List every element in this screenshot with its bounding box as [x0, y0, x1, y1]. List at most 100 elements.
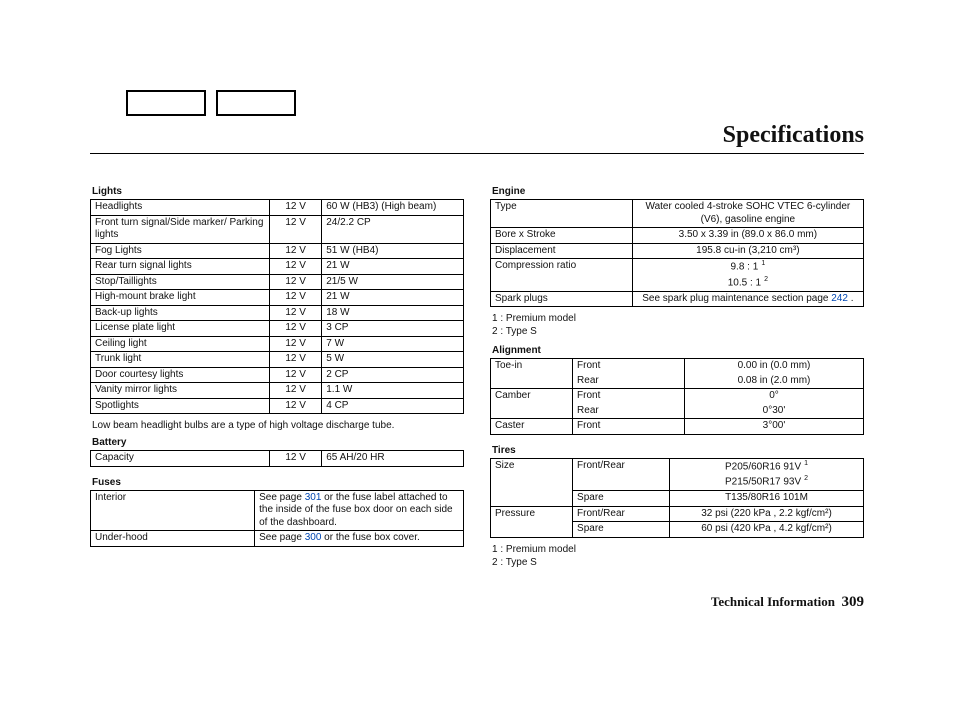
cell: Fog Lights [91, 243, 270, 259]
cell: 7 W [322, 336, 464, 352]
cell: 0°30' [684, 404, 863, 419]
cell [491, 374, 573, 389]
cell: Capacity [91, 451, 270, 467]
engine-legend-1: 1 : Premium model [492, 313, 864, 324]
fuses-header: Fuses [92, 477, 464, 488]
table-row: Stop/Taillights12 V21/5 W [91, 274, 464, 290]
table-row: Trunk light12 V5 W [91, 352, 464, 368]
cell: 12 V [270, 451, 322, 467]
cell: P205/60R16 91V1 [670, 458, 864, 474]
cell: Water cooled 4-stroke SOHC VTEC 6-cylind… [632, 200, 863, 228]
page-link-300[interactable]: 300 [305, 532, 322, 543]
cell: 24/2.2 CP [322, 215, 464, 243]
cell: Spark plugs [491, 291, 633, 307]
text: See spark plug maintenance section page [642, 293, 831, 304]
table-row: Back-up lights12 V18 W [91, 305, 464, 321]
table-row: Vanity mirror lights12 V1.1 W [91, 383, 464, 399]
cell: Front [573, 419, 685, 435]
cell: 12 V [270, 398, 322, 414]
table-row: Spark plugs See spark plug maintenance s… [491, 291, 864, 307]
cell: 12 V [270, 383, 322, 399]
tires-table: Size Front/Rear P205/60R16 91V1 P215/50R… [490, 458, 864, 538]
battery-header: Battery [92, 437, 464, 448]
table-row: Headlights12 V60 W (HB3) (High beam) [91, 200, 464, 216]
fuses-table: Interior See page 301 or the fuse label … [90, 490, 464, 547]
page-title: Specifications [90, 122, 864, 149]
cell: Size [491, 458, 573, 506]
cell: Rear turn signal lights [91, 259, 270, 275]
cell: 12 V [270, 321, 322, 337]
cell: 12 V [270, 259, 322, 275]
text: See page [259, 532, 305, 543]
page-link-242[interactable]: 242 [831, 293, 848, 304]
cell: 2 CP [322, 367, 464, 383]
cell: Back-up lights [91, 305, 270, 321]
text: See page [259, 492, 305, 503]
table-row: License plate light12 V3 CP [91, 321, 464, 337]
cell: Camber [491, 389, 573, 404]
cell: 12 V [270, 352, 322, 368]
cell: 12 V [270, 215, 322, 243]
table-row: Interior See page 301 or the fuse label … [91, 490, 464, 531]
title-rule [90, 153, 864, 154]
cell: 12 V [270, 367, 322, 383]
footer-label: Technical Information [711, 594, 835, 609]
cell: T135/80R16 101M [670, 491, 864, 507]
cell: 1.1 W [322, 383, 464, 399]
cell: Front [573, 359, 685, 374]
cell: Displacement [491, 243, 633, 259]
left-column: Lights Headlights12 V60 W (HB3) (High be… [90, 182, 464, 574]
tires-legend-2: 2 : Type S [492, 557, 864, 568]
table-row: Bore x Stroke 3.50 x 3.39 in (89.0 x 86.… [491, 228, 864, 244]
cell: Door courtesy lights [91, 367, 270, 383]
table-row: Front turn signal/Side marker/ Parking l… [91, 215, 464, 243]
tires-header: Tires [492, 445, 864, 456]
cell: Bore x Stroke [491, 228, 633, 244]
table-row: Displacement 195.8 cu-in (3,210 cm³) [491, 243, 864, 259]
cell: Under-hood [91, 531, 255, 547]
cell: 12 V [270, 290, 322, 306]
table-row: Door courtesy lights12 V2 CP [91, 367, 464, 383]
cell: Headlights [91, 200, 270, 216]
cell: Front/Rear [573, 506, 670, 522]
footer-pageno: 309 [842, 594, 865, 610]
cell: Front [573, 389, 685, 404]
cell: 12 V [270, 200, 322, 216]
page-link-301[interactable]: 301 [305, 492, 322, 503]
alignment-header: Alignment [492, 345, 864, 356]
cell: 21 W [322, 259, 464, 275]
cell [491, 404, 573, 419]
lights-note: Low beam headlight bulbs are a type of h… [92, 420, 464, 431]
cell: See page 300 or the fuse box cover. [255, 531, 464, 547]
cell: 0.00 in (0.0 mm) [684, 359, 863, 374]
nav-button-next[interactable] [216, 90, 296, 116]
text: . [848, 293, 854, 304]
alignment-table: Toe-inFront0.00 in (0.0 mm)Rear0.08 in (… [490, 358, 864, 435]
cell: 0° [684, 389, 863, 404]
table-row: Fog Lights12 V51 W (HB4) [91, 243, 464, 259]
cell: High-mount brake light [91, 290, 270, 306]
lights-table: Headlights12 V60 W (HB3) (High beam)Fron… [90, 199, 464, 414]
table-row: Pressure Front/Rear 32 psi (220 kPa , 2.… [491, 506, 864, 522]
table-row: CasterFront3°00' [491, 419, 864, 435]
table-row: Type Water cooled 4-stroke SOHC VTEC 6-c… [491, 200, 864, 228]
engine-table: Type Water cooled 4-stroke SOHC VTEC 6-c… [490, 199, 864, 307]
cell: 21/5 W [322, 274, 464, 290]
battery-table: Capacity 12 V 65 AH/20 HR [90, 450, 464, 467]
table-row: Toe-inFront0.00 in (0.0 mm) [491, 359, 864, 374]
cell: Stop/Taillights [91, 274, 270, 290]
table-row: Capacity 12 V 65 AH/20 HR [91, 451, 464, 467]
page-footer: Technical Information 309 [90, 594, 864, 611]
cell: Pressure [491, 506, 573, 537]
cell: 3.50 x 3.39 in (89.0 x 86.0 mm) [632, 228, 863, 244]
cell: 9.8 : 11 [632, 259, 863, 275]
cell: See page 301 or the fuse label attached … [255, 490, 464, 531]
table-row: Rear0°30' [491, 404, 864, 419]
cell: P215/50R17 93V2 [670, 474, 864, 490]
cell: 12 V [270, 243, 322, 259]
cell: Trunk light [91, 352, 270, 368]
cell: 12 V [270, 336, 322, 352]
nav-button-prev[interactable] [126, 90, 206, 116]
tires-legend-1: 1 : Premium model [492, 544, 864, 555]
cell: 4 CP [322, 398, 464, 414]
